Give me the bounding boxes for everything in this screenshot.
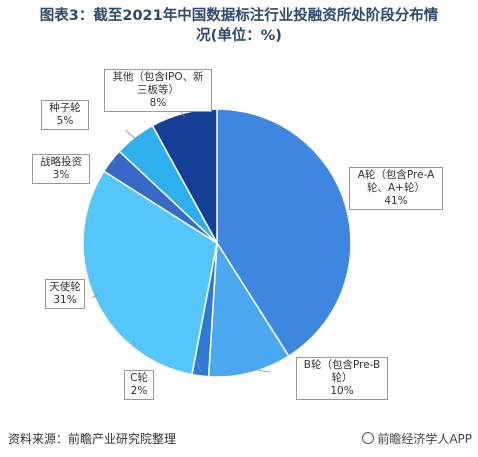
- slice-label-name: 轮、A+轮）: [367, 182, 425, 194]
- slice-label-value: 10%: [330, 385, 354, 397]
- chart-title: 图表3：截至2021年中国数据标注行业投融资所处阶段分布情 况(单位：%): [0, 6, 478, 46]
- slice-label: A轮（包含Pre-A 轮、A+轮） 41%: [349, 167, 443, 210]
- slice-label-value: 31%: [53, 294, 77, 306]
- slice-label-name: 轮）: [331, 372, 353, 384]
- slice-label: 战略投资 3%: [32, 154, 90, 184]
- leader-line: [91, 294, 98, 299]
- slice-label-value: 3%: [52, 169, 70, 181]
- leader-line: [196, 361, 202, 373]
- chart-title-line2: 况(单位：%): [196, 28, 282, 44]
- source-note: 资料来源：前瞻产业研究院整理: [8, 432, 177, 446]
- slice-label-name: 种子轮: [49, 102, 81, 114]
- slice-label: C轮 2%: [124, 370, 154, 400]
- brand-name: 前瞻经济学人APP: [377, 432, 472, 446]
- slice-label-name: B轮（包含Pre-B: [303, 359, 381, 371]
- leader-line: [249, 368, 271, 373]
- slice-label-value: 8%: [149, 97, 167, 109]
- slice-label: B轮（包含Pre-B 轮） 10%: [296, 357, 388, 400]
- slice-label: 其他（包含IPO、新 三板等） 8%: [104, 69, 212, 112]
- pie-slice: [216, 108, 352, 358]
- slice-label-name: C轮: [130, 372, 148, 384]
- slice-label: 天使轮 31%: [45, 279, 85, 309]
- leader-line: [124, 129, 138, 141]
- slice-label-value: 41%: [384, 195, 408, 207]
- slice-label-name: 天使轮: [49, 281, 81, 293]
- brand-logo-icon: [362, 432, 375, 444]
- slice-label-name: 其他（包含IPO、新: [112, 71, 204, 83]
- slice-label-name: 三板等）: [137, 84, 179, 96]
- chart-title-line1: 图表3：截至2021年中国数据标注行业投融资所处阶段分布情: [39, 8, 439, 24]
- slice-label-name: 战略投资: [40, 156, 82, 168]
- slice-label-value: 5%: [56, 115, 74, 127]
- slice-label-name: A轮（包含Pre-A: [357, 169, 435, 181]
- leader-line: [341, 204, 345, 208]
- brand-mark: 前瞻经济学人APP: [362, 430, 472, 447]
- pie-slice: [151, 108, 218, 244]
- leader-line: [112, 159, 115, 164]
- slice-label: 种子轮 5%: [41, 100, 89, 130]
- slice-label-value: 2%: [130, 385, 148, 397]
- pie-slice: [207, 240, 290, 378]
